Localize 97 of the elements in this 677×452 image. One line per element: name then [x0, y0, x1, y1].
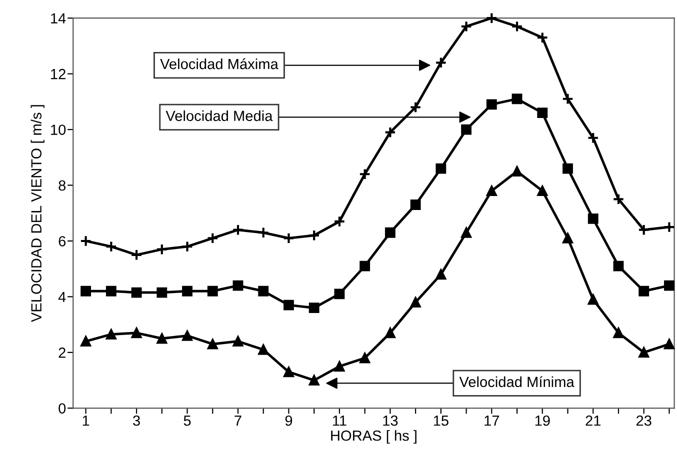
y-tick-label: 2 — [58, 348, 66, 358]
point — [461, 124, 472, 135]
point — [638, 224, 650, 236]
y-tick-label: 0 — [58, 403, 66, 414]
x-tick-label: 7 — [234, 416, 242, 426]
point — [282, 232, 295, 244]
point — [612, 193, 624, 206]
x-tick-label: 11 — [333, 416, 346, 426]
point — [308, 302, 320, 314]
point — [460, 20, 472, 32]
x-tick-label: 15 — [434, 416, 448, 426]
y-tick-label: 14 — [51, 13, 66, 24]
point — [486, 99, 497, 110]
point — [80, 336, 92, 346]
point — [613, 260, 624, 272]
point — [384, 227, 396, 238]
point — [511, 20, 523, 32]
annotation: Velocidad Mínima — [459, 376, 574, 388]
point — [257, 226, 270, 239]
point — [80, 235, 92, 247]
point — [334, 288, 345, 300]
y-axis-title: VELOCIDAD DEL VIENTO [ m/s ] — [30, 105, 44, 322]
annotation: Velocidad Máxima — [160, 58, 278, 70]
point — [105, 240, 118, 252]
point — [638, 286, 650, 296]
point — [334, 361, 345, 372]
point — [258, 344, 269, 355]
x-tick-label: 9 — [285, 415, 292, 426]
point — [562, 163, 573, 174]
point — [486, 12, 498, 24]
point — [664, 280, 674, 291]
point — [131, 287, 142, 298]
point — [512, 94, 522, 104]
x-tick-label: 17 — [484, 416, 500, 426]
point — [80, 286, 92, 296]
x-tick-label: 19 — [535, 415, 550, 426]
point — [308, 230, 320, 242]
point — [207, 286, 218, 296]
point — [130, 249, 142, 261]
point — [232, 280, 244, 291]
point — [384, 328, 396, 338]
point — [182, 330, 192, 341]
point — [613, 328, 624, 338]
point — [410, 101, 422, 114]
point — [284, 366, 294, 378]
point — [588, 294, 598, 305]
point — [360, 352, 370, 364]
annotation: Velocidad Media — [166, 110, 273, 122]
point — [663, 221, 676, 233]
point — [537, 108, 548, 118]
point — [308, 375, 320, 386]
point — [384, 126, 396, 138]
point — [664, 338, 674, 350]
y-tick-label: 4 — [58, 292, 66, 302]
x-tick-label: 5 — [184, 416, 191, 426]
point — [587, 132, 600, 144]
point — [232, 224, 244, 236]
y-tick-label: 8 — [58, 180, 66, 191]
point — [258, 286, 269, 296]
point — [435, 56, 447, 69]
x-tick-label: 21 — [586, 415, 601, 426]
point — [181, 240, 194, 252]
point — [156, 243, 168, 256]
point — [334, 216, 346, 228]
point — [358, 168, 371, 180]
point — [410, 200, 421, 210]
x-axis-title: HORAS [ hs ] — [331, 430, 416, 444]
point — [436, 269, 446, 280]
point — [486, 186, 497, 196]
y-tick-label: 12 — [51, 68, 66, 80]
x-tick-label: 1 — [82, 416, 90, 426]
x-tick-label: 13 — [383, 415, 398, 426]
y-tick-label: 10 — [51, 124, 66, 135]
point — [156, 333, 168, 344]
point — [232, 336, 244, 346]
point — [156, 287, 168, 298]
point — [106, 329, 116, 340]
point — [562, 92, 574, 105]
point — [436, 163, 446, 174]
x-tick-label: 3 — [133, 415, 140, 426]
point — [537, 186, 548, 196]
point — [410, 297, 421, 308]
point — [106, 286, 116, 296]
point — [284, 300, 294, 310]
point — [131, 328, 142, 338]
point — [562, 232, 573, 244]
point — [638, 347, 650, 358]
y-tick-label: 6 — [58, 236, 66, 246]
x-tick-label: 23 — [636, 415, 652, 426]
point — [207, 338, 218, 350]
point — [461, 227, 472, 238]
point — [588, 213, 598, 224]
point — [512, 166, 522, 177]
point — [536, 32, 548, 44]
point — [182, 286, 192, 296]
point — [360, 260, 370, 272]
point — [206, 232, 219, 244]
